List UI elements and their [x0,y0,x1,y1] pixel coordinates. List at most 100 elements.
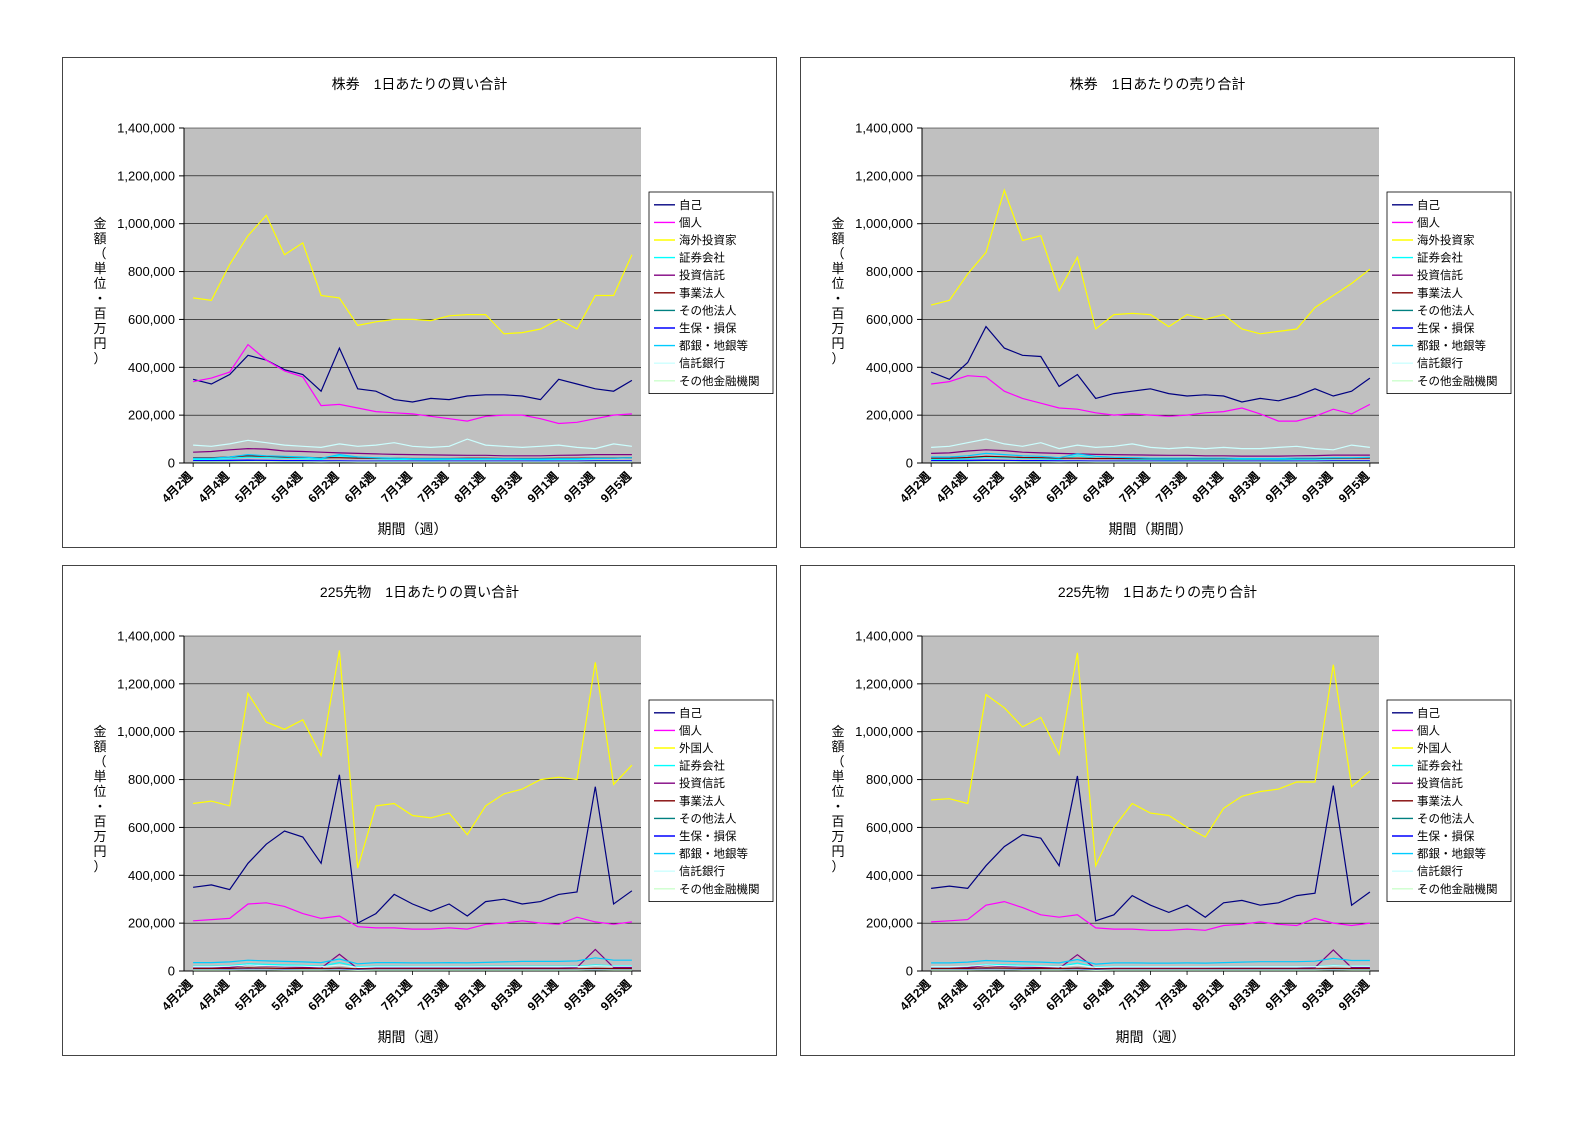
y-tick-label: 800,000 [128,772,175,787]
series-line-8 [193,453,632,460]
legend-label: 信託銀行 [1417,356,1463,370]
chart-canvas-futures-sell: 0 200,000 400,000 600,000 800,000 1,000,000 1,… [831,629,1512,1045]
legend-label: 事業法人 [1417,794,1463,808]
legend-label: 投資信託 [679,268,725,282]
x-tick-label: 7月1週 [1116,977,1153,1014]
x-tick-label: 7月3週 [414,469,451,506]
legend-label: 投資信託 [1417,776,1463,790]
series-line-1 [931,375,1371,422]
y-tick-label: 200,000 [128,408,175,423]
x-tick-label: 8月1週 [451,977,488,1014]
x-tick-label: 6月4週 [341,977,378,1014]
legend-label: その他法人 [1417,811,1475,825]
legend-label: 自己 [1417,707,1440,720]
x-tick-label: 4月4週 [195,977,232,1014]
plot-area [922,636,1379,971]
x-tick-label: 9月1週 [1262,977,1299,1014]
series-line-1 [193,902,632,930]
x-axis-title: 期間（週） [378,521,448,537]
x-tick-label: 4月2週 [896,469,933,506]
chart-canvas-futures-buy: 0 200,000 400,000 600,000 800,000 1,000,000 1,… [93,629,774,1045]
y-tick-label: 1,200,000 [117,676,175,691]
y-tick-label: 400,000 [128,868,175,883]
legend-label: 証券会社 [679,251,725,265]
legend-label: 信託銀行 [1417,864,1463,878]
y-tick-label: 200,000 [866,408,913,423]
x-tick-label: 9月3週 [1298,469,1335,506]
x-tick-label: 9月3週 [1298,977,1335,1014]
legend-label: その他法人 [679,811,737,825]
chart-title: 225先物 1日あたりの買い合計 [319,584,520,600]
y-tick-label: 1,400,000 [855,629,913,644]
series-line-0 [931,775,1371,922]
series-line-1 [192,343,632,425]
legend-label: 個人 [1417,216,1440,229]
x-tick-label: 6月2週 [1042,977,1079,1014]
y-tick-label: 400,000 [866,360,913,375]
y-tick-label: 1,000,000 [117,216,175,231]
series-line-3 [193,455,632,461]
legend-label: 証券会社 [1417,251,1463,265]
x-tick-label: 4月2週 [896,977,933,1014]
y-tick-label: 600,000 [866,820,913,835]
y-axis-title: 金額（単位・百万円） [93,216,106,366]
y-tick-label: 1,400,000 [117,629,175,644]
legend-label: 自己 [1417,199,1440,212]
legend-label: 証券会社 [1417,759,1463,773]
y-tick-label: 400,000 [866,868,913,883]
y-tick-label: 0 [906,964,913,979]
legend-label: その他金融機関 [679,882,760,896]
y-tick-label: 200,000 [866,916,913,931]
x-tick-label: 4月2週 [158,469,195,506]
series-line-9 [931,964,1370,969]
x-tick-label: 9月5週 [1335,469,1372,506]
series-line-2 [931,652,1371,868]
legend-label: 個人 [679,216,702,229]
legend-label: 事業法人 [1417,286,1463,300]
x-axis-title: 期間（週） [378,1029,448,1045]
legend-label: その他金融機関 [1417,374,1498,388]
legend: 自己個人海外投資家証券会社投資信託事業法人その他法人生保・損保都銀・地銀等信託銀… [648,191,774,395]
x-tick-label: 4月4週 [933,469,970,506]
y-axis-title: 金額（単位・百万円） [93,724,106,874]
x-tick-label: 7月1週 [378,977,415,1014]
series-line-9 [193,964,632,969]
legend-label: その他法人 [1417,303,1475,317]
y-tick-label: 1,200,000 [855,168,913,183]
series-line-2 [193,650,633,869]
series-line-3 [931,455,1370,461]
y-tick-label: 1,200,000 [855,676,913,691]
legend-label: 生保・損保 [679,321,737,335]
x-tick-label: 9月5週 [597,469,634,506]
legend-label: 都銀・地銀等 [679,847,748,861]
x-tick-label: 5月4週 [268,469,305,506]
legend-label: その他金融機関 [1417,882,1498,896]
plot-area [184,636,641,971]
y-tick-label: 1,000,000 [117,724,175,739]
legend-label: 個人 [1417,724,1440,737]
legend-label: 投資信託 [1417,268,1463,282]
x-tick-label: 7月3週 [414,977,451,1014]
chart-panel-stocks-buy: 株券 1日あたりの買い合計 0 200,000 400,000 600,000 800,… [62,57,777,548]
legend-label: その他法人 [679,303,737,317]
legend-label: 自己 [679,199,702,212]
series-line-7 [931,459,1370,462]
x-tick-label: 6月4週 [1079,469,1116,506]
chart-title: 株券 1日あたりの買い合計 [331,76,508,92]
x-tick-label: 7月3週 [1152,977,1189,1014]
legend-label: 生保・損保 [1417,321,1475,335]
x-tick-label: 6月2週 [1042,469,1079,506]
series-line-0 [193,774,633,925]
legend: 自己個人外国人証券会社投資信託事業法人その他法人生保・損保都銀・地銀等信託銀行そ… [1386,699,1512,903]
x-tick-label: 8月1週 [1189,977,1226,1014]
x-tick-label: 5月4週 [1006,977,1043,1014]
y-tick-label: 200,000 [128,916,175,931]
y-axis-title: 金額（単位・百万円） [831,724,844,874]
legend-label: 生保・損保 [679,829,737,843]
x-tick-label: 6月2週 [304,469,341,506]
legend: 自己個人外国人証券会社投資信託事業法人その他法人生保・損保都銀・地銀等信託銀行そ… [648,699,774,903]
chart-canvas-stocks-buy: 0 200,000 400,000 600,000 800,000 1,000,000 1,… [93,121,774,537]
legend-label: 事業法人 [679,286,725,300]
series-line-7 [193,459,632,462]
